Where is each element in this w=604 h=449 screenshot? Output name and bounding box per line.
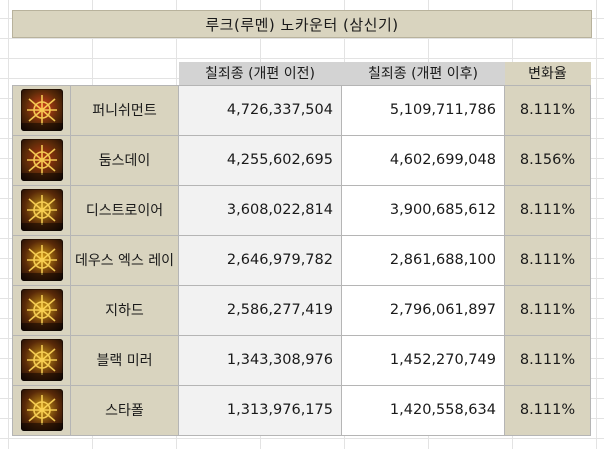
skill-name: 스타폴 [70, 384, 179, 436]
change-rate: 8.111% [504, 184, 591, 236]
table-row: 블랙 미러 1,343,308,976 1,452,270,749 8.111% [12, 334, 591, 386]
damage-before: 3,608,022,814 [178, 184, 342, 236]
damage-after: 2,861,688,100 [341, 234, 505, 286]
skill-icon-cell [12, 284, 71, 336]
table-row: 데우스 엑스 레이 2,646,979,782 2,861,688,100 8.111… [12, 234, 591, 286]
table-row: 스타폴 1,313,976,175 1,420,558,634 8.111% [12, 384, 591, 436]
damage-before: 4,255,602,695 [178, 134, 342, 186]
table-header-row: 칠죄종 (개편 이전) 칠죄종 (개편 이후) 변화율 [13, 62, 591, 85]
damage-after: 2,796,061,897 [341, 284, 505, 336]
table-row: 지하드 2,586,277,419 2,796,061,897 8.111% [12, 284, 591, 336]
jihad-skill-icon [20, 289, 63, 331]
damage-before: 2,646,979,782 [178, 234, 342, 286]
punishment-skill-icon [20, 89, 63, 131]
change-rate: 8.111% [504, 234, 591, 286]
header-before: 칠죄종 (개편 이전) [178, 62, 342, 85]
skill-icon-cell [12, 334, 71, 386]
black-mirror-skill-icon [20, 339, 63, 381]
destroyer-skill-icon [20, 189, 63, 231]
damage-before: 1,343,308,976 [178, 334, 342, 386]
skill-name: 디스트로이어 [70, 184, 179, 236]
header-blank-name [71, 62, 179, 85]
table-row: 퍼니쉬먼트 4,726,337,504 5,109,711,786 8.111% [12, 84, 591, 136]
skill-icon-cell [12, 134, 71, 186]
damage-after: 1,420,558,634 [341, 384, 505, 436]
damage-before: 2,586,277,419 [178, 284, 342, 336]
doomsday-skill-icon [20, 139, 63, 181]
skill-name: 블랙 미러 [70, 334, 179, 386]
change-rate: 8.111% [504, 384, 591, 436]
skill-name: 데우스 엑스 레이 [70, 234, 179, 286]
damage-after: 1,452,270,749 [341, 334, 505, 386]
change-rate: 8.156% [504, 134, 591, 186]
header-blank-icon [13, 62, 71, 85]
table-row: 둠스데이 4,255,602,695 4,602,699,048 8.156% [12, 134, 591, 186]
skill-icon-cell [12, 84, 71, 136]
damage-before: 4,726,337,504 [178, 84, 342, 136]
sheet-title: 루크(루멘) 노카운터 (삼신기) [12, 10, 592, 38]
damage-after: 4,602,699,048 [341, 134, 505, 186]
skill-icon-cell [12, 184, 71, 236]
header-change: 변화율 [504, 62, 591, 85]
skill-icon-cell [12, 234, 71, 286]
damage-after: 5,109,711,786 [341, 84, 505, 136]
change-rate: 8.111% [504, 84, 591, 136]
header-after: 칠죄종 (개편 이후) [341, 62, 505, 85]
table-row: 디스트로이어 3,608,022,814 3,900,685,612 8.111% [12, 184, 591, 236]
sheet-title-text: 루크(루멘) 노카운터 (삼신기) [205, 15, 399, 34]
damage-after: 3,900,685,612 [341, 184, 505, 236]
skill-icon-cell [12, 384, 71, 436]
skill-name: 퍼니쉬먼트 [70, 84, 179, 136]
starfall-skill-icon [20, 389, 63, 431]
skill-name: 지하드 [70, 284, 179, 336]
change-rate: 8.111% [504, 284, 591, 336]
change-rate: 8.111% [504, 334, 591, 386]
damage-comparison-table: 칠죄종 (개편 이전) 칠죄종 (개편 이후) 변화율 퍼니쉬먼트 4,726,3… [12, 62, 591, 436]
skill-name: 둠스데이 [70, 134, 179, 186]
deus-ex-ray-skill-icon [20, 239, 63, 281]
damage-before: 1,313,976,175 [178, 384, 342, 436]
